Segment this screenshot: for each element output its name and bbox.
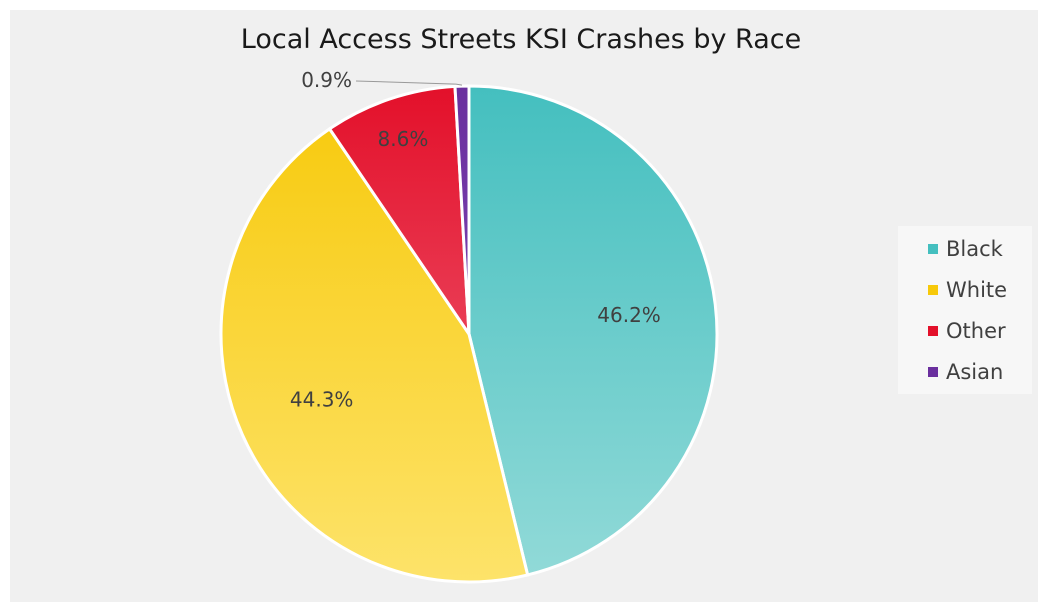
- data-label-asian: 0.9%: [301, 68, 352, 92]
- legend-label-white: White: [946, 278, 1008, 302]
- leader-line-asian: [355, 80, 463, 86]
- pie-labels: 46.2% 44.3% 8.6% 0.9%: [290, 68, 661, 411]
- pie-slice-white[interactable]: [219, 126, 530, 584]
- chart-title: Local Access Streets KSI Crashes by Race: [240, 24, 802, 55]
- data-label-other: 8.6%: [378, 127, 429, 151]
- chart-legend: Black White Other Asian: [898, 226, 1032, 394]
- data-label-white: 44.3%: [290, 387, 354, 411]
- pie-slice-asian[interactable]: [453, 84, 471, 335]
- pie-slices: [219, 84, 719, 584]
- legend-item-black[interactable]: Black: [928, 234, 1003, 264]
- pie-slice-black[interactable]: [467, 84, 719, 577]
- legend-swatch-white: [928, 285, 938, 295]
- legend-label-asian: Asian: [946, 360, 1004, 384]
- legend-item-white[interactable]: White: [928, 275, 1007, 305]
- legend-swatch-asian: [928, 367, 938, 377]
- legend-label-black: Black: [946, 237, 1003, 261]
- legend-item-other[interactable]: Other: [928, 316, 1006, 346]
- pie-slice-other[interactable]: [327, 84, 471, 340]
- legend-swatch-other: [928, 326, 938, 336]
- legend-label-other: Other: [946, 319, 1006, 343]
- data-label-black: 46.2%: [597, 303, 661, 327]
- legend-swatch-black: [928, 244, 938, 254]
- legend-item-asian[interactable]: Asian: [928, 357, 1003, 387]
